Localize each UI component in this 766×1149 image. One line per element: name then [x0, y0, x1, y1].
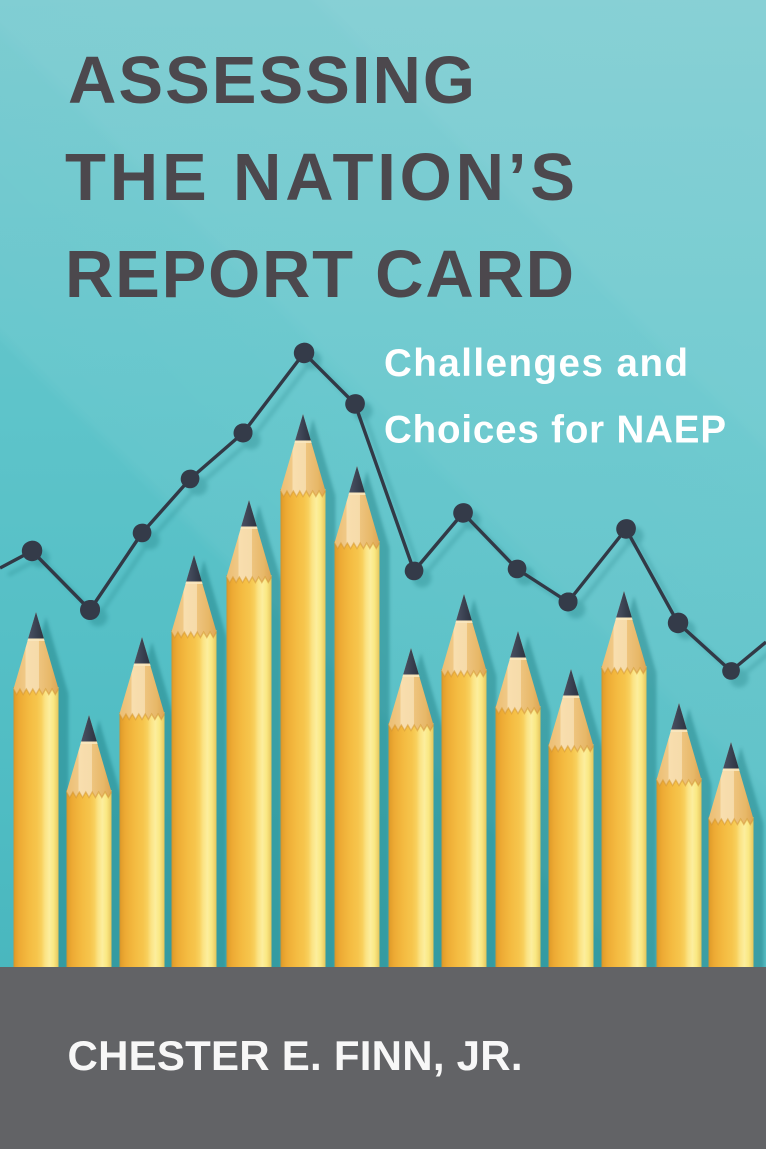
- svg-text:REPORT CARD: REPORT CARD: [65, 237, 574, 312]
- svg-text:CHESTER E. FINN, JR.: CHESTER E. FINN, JR.: [68, 1032, 523, 1079]
- svg-text:ASSESSING: ASSESSING: [68, 43, 475, 118]
- svg-text:Choices for NAEP: Choices for NAEP: [384, 409, 726, 452]
- svg-text:THE NATION’S: THE NATION’S: [65, 140, 575, 215]
- svg-text:Challenges and: Challenges and: [384, 342, 688, 385]
